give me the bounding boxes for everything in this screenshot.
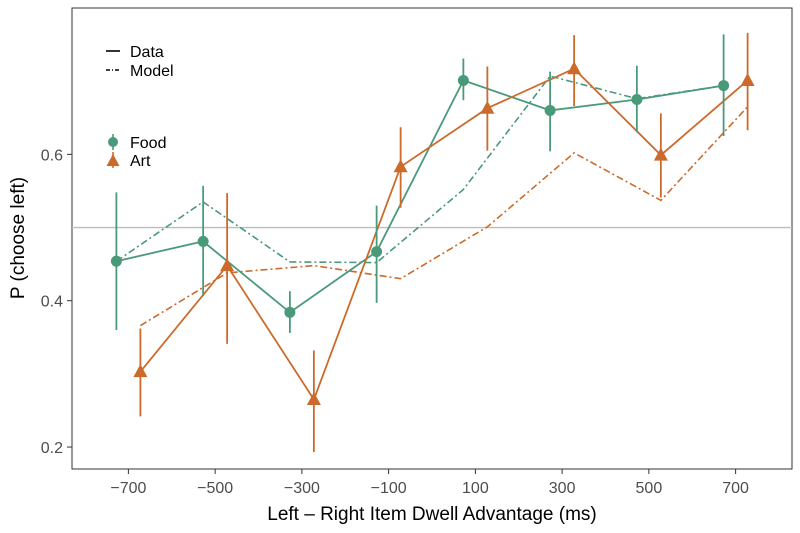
- legend-group: Food Art: [106, 134, 166, 170]
- y-axis-title: P (choose left): [8, 177, 29, 299]
- x-tick-label: −500: [197, 480, 233, 497]
- art-data-point: [220, 258, 235, 272]
- food-data-line: [116, 79, 724, 314]
- legend-model-label: Model: [130, 63, 174, 80]
- art-data-point: [653, 147, 668, 161]
- markers-layer: [110, 61, 755, 405]
- food-data-point: [631, 93, 643, 105]
- legend-art-label: Art: [130, 153, 151, 170]
- art-data-point: [740, 72, 755, 86]
- art-data-point: [306, 391, 321, 405]
- model-lines-layer: [115, 75, 749, 327]
- legend-linetype: Data Model: [106, 44, 174, 80]
- food-data-point: [457, 74, 469, 86]
- food-data-point: [544, 104, 556, 116]
- x-tick-label: −100: [371, 480, 407, 497]
- legend-food-label: Food: [130, 135, 166, 152]
- art-data-line: [139, 67, 749, 402]
- y-tick-label: 0.4: [41, 294, 63, 311]
- x-axis-title: Left – Right Item Dwell Advantage (ms): [267, 504, 596, 525]
- x-tick-label: −700: [110, 480, 146, 497]
- legend-art-marker: [106, 154, 120, 166]
- x-tick-label: 300: [549, 480, 576, 497]
- x-tick-label: 500: [636, 480, 663, 497]
- art-data-point: [393, 159, 408, 173]
- food-model-line: [115, 75, 724, 264]
- legend-data-label: Data: [130, 44, 164, 61]
- art-model-line: [139, 106, 749, 327]
- x-tick-label: 700: [722, 480, 749, 497]
- food-data-point: [197, 235, 209, 247]
- food-data-point: [110, 255, 122, 267]
- food-data-point: [718, 80, 730, 92]
- art-data-point: [480, 100, 495, 114]
- data-lines-layer: [116, 67, 749, 402]
- legend-food-marker: [108, 137, 118, 147]
- y-tick-label: 0.6: [41, 147, 63, 164]
- x-tick-label: 100: [462, 480, 489, 497]
- plot-panel: [71, 7, 793, 470]
- x-tick-label: −300: [284, 480, 320, 497]
- axes-layer: −700 −500 −300 −100 100 300 500 700 0.2 0.4 0.6: [41, 147, 749, 497]
- food-data-point: [371, 246, 383, 258]
- y-tick-label: 0.2: [41, 440, 63, 457]
- food-data-point: [284, 306, 296, 318]
- art-data-point: [567, 61, 582, 75]
- art-data-point: [133, 364, 148, 378]
